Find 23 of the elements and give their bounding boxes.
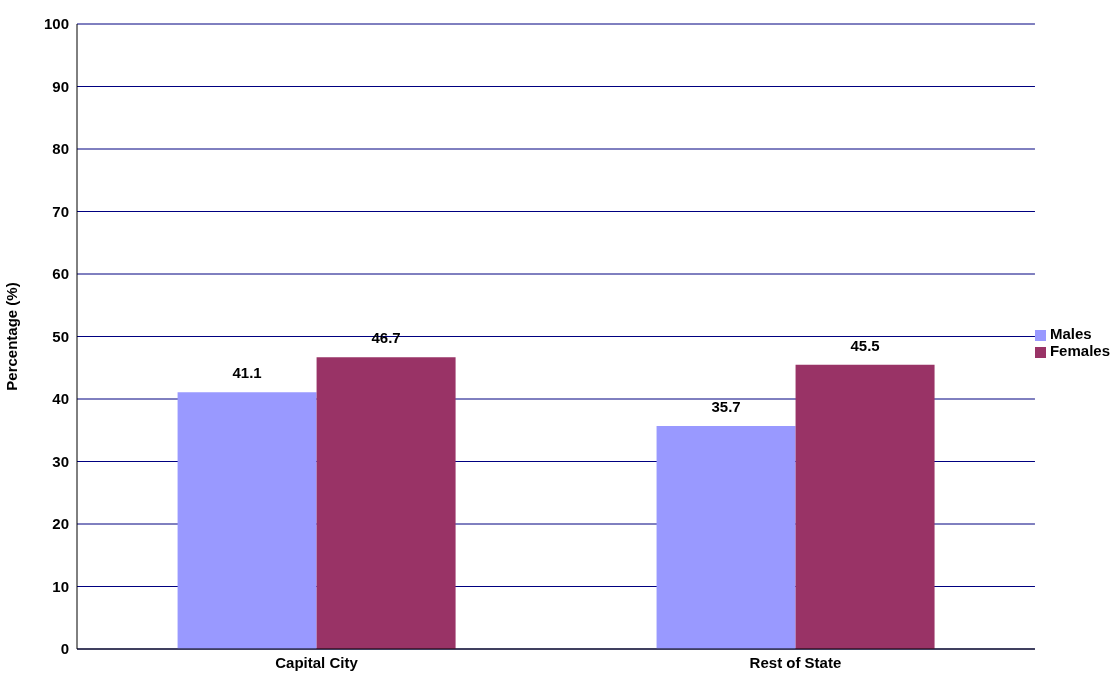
data-label: 41.1 (232, 364, 262, 382)
data-label: 45.5 (850, 336, 880, 354)
y-tick-label: 60 (52, 265, 69, 283)
y-tick-label: 20 (52, 515, 69, 533)
y-tick-label: 30 (52, 452, 69, 470)
bar (177, 392, 317, 649)
bar (656, 425, 796, 649)
y-tick-label: 70 (52, 202, 69, 220)
x-tick-label: Capital City (275, 653, 359, 671)
x-tick-label: Rest of State (749, 653, 842, 671)
bar (795, 364, 935, 649)
y-axis-title: Percentage (%) (3, 282, 21, 391)
data-label: 35.7 (711, 397, 741, 415)
y-tick-label: 100 (43, 15, 69, 33)
bar (316, 357, 456, 649)
y-tick-label: 0 (60, 640, 69, 658)
legend-label: Females (1049, 342, 1110, 359)
y-tick-label: 90 (52, 77, 69, 95)
y-tick-label: 10 (52, 577, 69, 595)
y-tick-label: 50 (52, 327, 69, 345)
legend-label: Males (1049, 325, 1092, 342)
y-tick-label: 80 (52, 140, 69, 158)
y-tick-label: 40 (52, 390, 69, 408)
